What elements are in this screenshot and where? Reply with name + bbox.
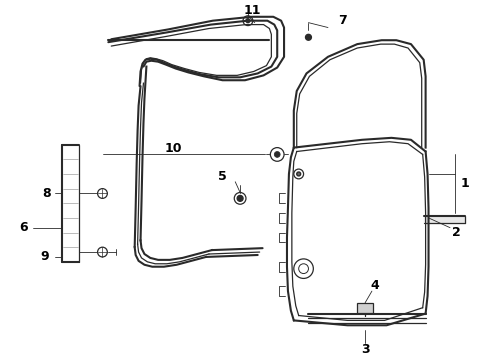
- Text: 1: 1: [460, 177, 469, 190]
- Text: 10: 10: [165, 142, 182, 155]
- Polygon shape: [424, 216, 465, 223]
- Circle shape: [297, 172, 301, 176]
- Circle shape: [246, 19, 250, 23]
- Text: 7: 7: [338, 14, 347, 27]
- Text: 11: 11: [243, 4, 261, 17]
- Circle shape: [237, 195, 243, 201]
- Bar: [357, 303, 373, 312]
- Text: 2: 2: [452, 226, 461, 239]
- Text: 9: 9: [41, 251, 49, 264]
- Text: 5: 5: [218, 170, 227, 183]
- Circle shape: [306, 34, 311, 40]
- Text: 4: 4: [370, 279, 379, 292]
- Text: 6: 6: [19, 221, 28, 234]
- Text: 8: 8: [43, 187, 51, 200]
- Text: 3: 3: [361, 343, 369, 356]
- Circle shape: [274, 152, 280, 157]
